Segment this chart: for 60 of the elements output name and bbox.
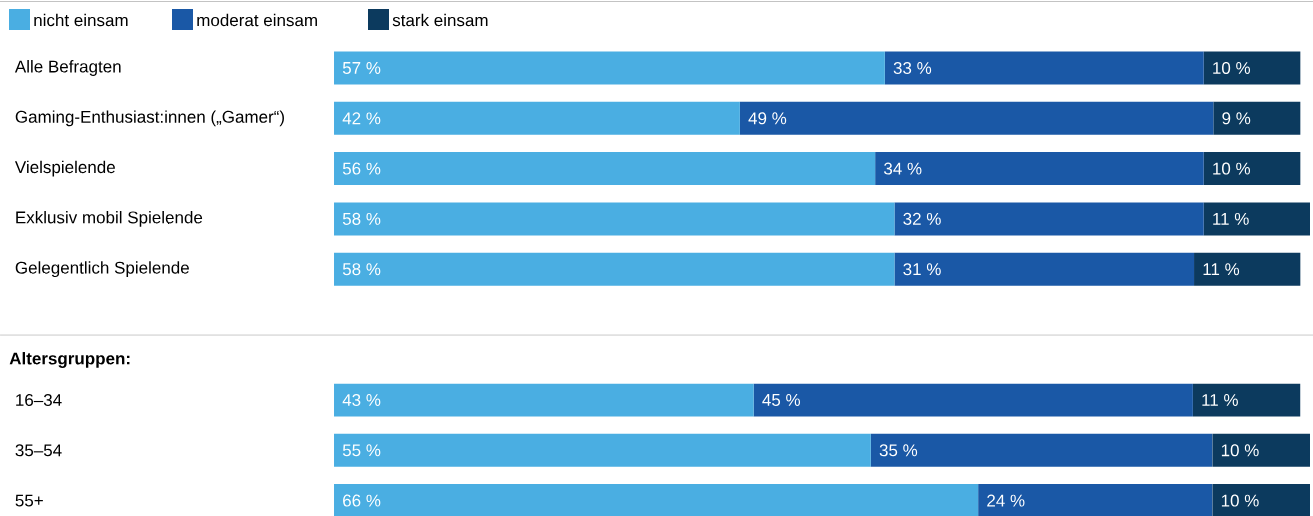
bar	[334, 51, 885, 85]
legend-label: stark einsam	[392, 13, 488, 27]
data-label: 31 %	[903, 263, 941, 276]
y-tick-label: Alle Befragten	[14, 60, 121, 76]
data-label: 10 %	[1221, 494, 1259, 507]
data-label: 9 %	[1222, 112, 1251, 125]
data-label: 32 %	[903, 212, 941, 225]
data-label: 10 %	[1213, 61, 1251, 75]
bar	[334, 433, 871, 467]
y-tick-label: 35–54	[15, 444, 62, 457]
data-label: 49 %	[748, 112, 787, 125]
data-label: 34 %	[884, 162, 922, 175]
bar	[875, 152, 1204, 186]
data-label: 11 %	[1202, 394, 1238, 406]
y-tick-label: Exklusiv mobil Spielende	[16, 210, 203, 227]
bar	[1192, 383, 1301, 417]
bar	[1212, 433, 1310, 467]
bar	[1213, 101, 1301, 135]
bar	[978, 484, 1213, 516]
legend-label: nicht einsam	[34, 13, 128, 27]
bar	[1203, 51, 1301, 85]
data-label: 35 %	[879, 444, 918, 457]
data-label: 58 %	[342, 212, 381, 225]
bar	[894, 252, 1195, 286]
bar	[739, 101, 1214, 135]
bar	[1203, 202, 1310, 236]
data-label: 33 %	[893, 61, 932, 75]
y-tick-label: Gelegentlich Spielende	[15, 261, 189, 278]
bar	[894, 202, 1204, 236]
text: Altersgruppen:	[9, 352, 130, 368]
data-label: 42 %	[342, 112, 381, 125]
data-label: 58 %	[342, 263, 381, 276]
data-label: 56 %	[342, 162, 381, 175]
data-label: 55 %	[342, 444, 381, 457]
bar	[334, 152, 876, 186]
bar	[1212, 484, 1310, 516]
bar	[334, 101, 740, 135]
data-label: 10 %	[1213, 162, 1251, 175]
y-tick-label: Vielspielende	[14, 160, 115, 177]
bar	[334, 484, 979, 516]
bar	[870, 433, 1213, 467]
data-label: 57 %	[342, 62, 381, 74]
bar	[334, 202, 895, 236]
bar	[334, 252, 895, 286]
y-tick-label: Gaming-Enthusiast:innen („Gamer“)	[15, 110, 284, 127]
legend-label: moderat einsam	[197, 13, 317, 27]
y-tick-label: 55+	[15, 494, 43, 507]
data-label: 10 %	[1221, 444, 1259, 457]
data-label: 66 %	[343, 494, 381, 507]
bar	[334, 383, 754, 417]
data-label: 11 %	[1213, 212, 1249, 225]
y-tick-label: 16–34	[16, 393, 62, 407]
data-label: 45 %	[762, 394, 801, 406]
data-label: 24 %	[987, 494, 1025, 507]
data-label: 11 %	[1203, 263, 1240, 276]
bar	[884, 51, 1204, 85]
bar	[753, 383, 1193, 417]
bar	[1194, 252, 1301, 286]
bar	[1203, 152, 1301, 186]
data-label: 43 %	[342, 393, 381, 407]
